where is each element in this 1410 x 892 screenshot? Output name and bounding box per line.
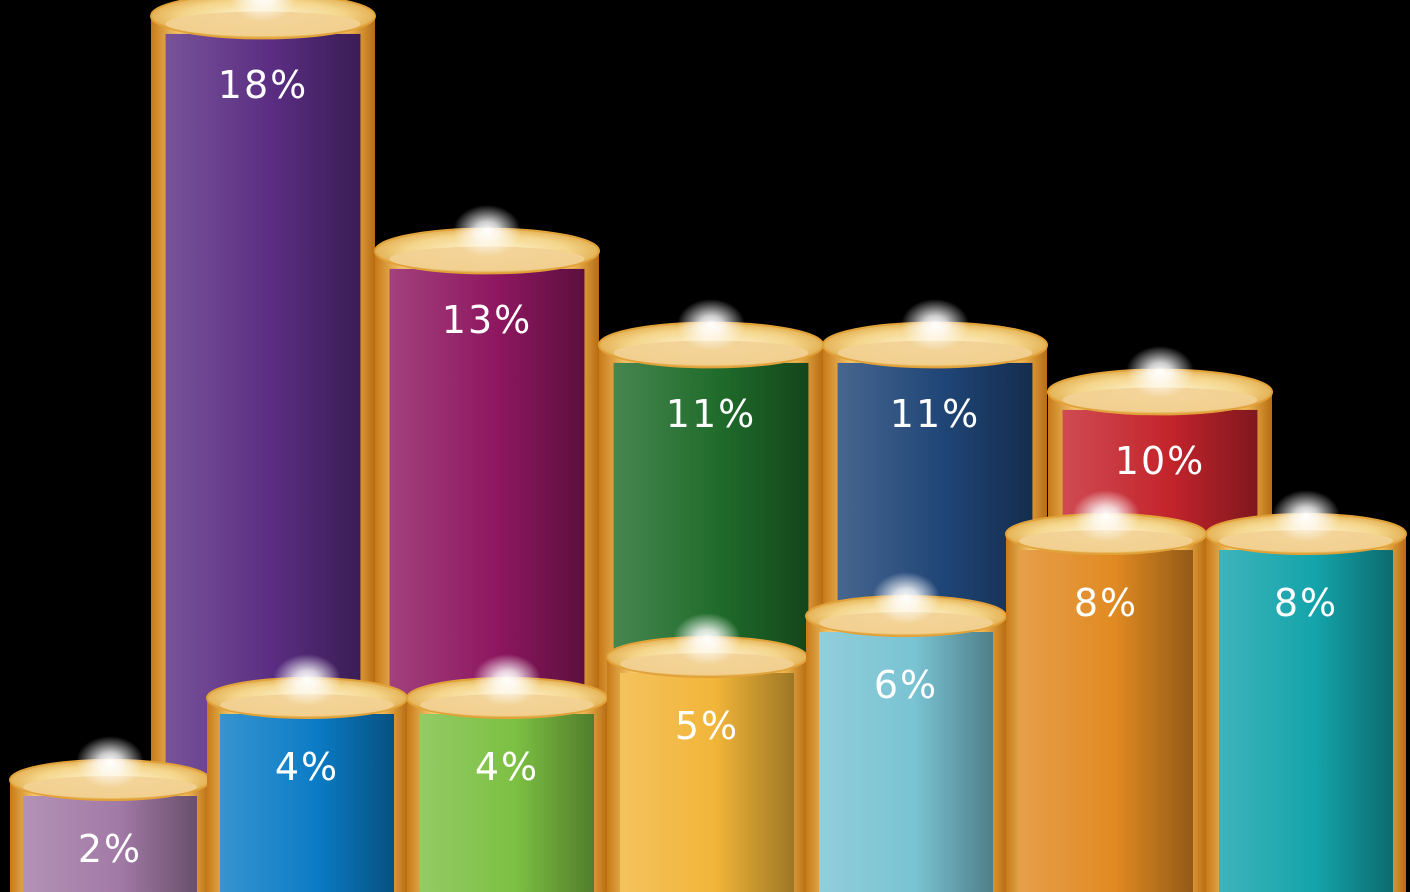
bar-glow xyxy=(677,298,745,351)
front-bar-4: 5% xyxy=(606,613,808,892)
front-bar-label-4: 5% xyxy=(675,704,739,748)
front-bar-1: 2% xyxy=(9,736,211,892)
front-bar-label-2: 4% xyxy=(275,745,339,789)
bar-body xyxy=(220,714,394,892)
front-bar-label-7: 8% xyxy=(1274,581,1338,625)
bar-glow xyxy=(1072,490,1140,542)
bar-glow xyxy=(1126,345,1194,398)
front-bar-7: 8% xyxy=(1205,490,1407,892)
bar-top-inner xyxy=(165,11,361,37)
back-bar-label-3: 11% xyxy=(666,392,756,436)
front-row-bars: 2% 4% 4% 5% 6% 8% 8% xyxy=(9,490,1407,892)
front-bar-2: 4% xyxy=(206,654,408,892)
front-bar-label-3: 4% xyxy=(475,745,539,789)
back-bar-1: 18% xyxy=(150,0,376,892)
bar-glow xyxy=(872,572,940,624)
bar-glow xyxy=(76,736,144,788)
front-bar-label-1: 2% xyxy=(78,827,142,871)
bar-body xyxy=(23,796,197,892)
front-bar-label-5: 6% xyxy=(874,663,938,707)
front-bar-3: 4% xyxy=(406,654,608,892)
bar-glow xyxy=(1272,490,1340,542)
bar-body xyxy=(819,632,993,892)
back-bar-label-5: 10% xyxy=(1115,439,1205,483)
bar-top-inner xyxy=(389,246,585,272)
bar-body xyxy=(1019,550,1193,892)
bar-body xyxy=(1219,550,1393,892)
back-bar-label-4: 11% xyxy=(890,392,980,436)
bar-body xyxy=(420,714,594,892)
back-bar-label-1: 18% xyxy=(218,63,308,107)
front-bar-6: 8% xyxy=(1005,490,1207,892)
bar-top-inner xyxy=(1062,387,1258,413)
front-bar-5: 6% xyxy=(805,572,1007,892)
bar-glow xyxy=(453,204,521,257)
back-bar-label-2: 13% xyxy=(442,298,532,342)
bar-top-inner xyxy=(837,340,1033,366)
back-bar-2: 13% xyxy=(374,204,600,892)
bar-glow xyxy=(273,654,341,706)
bar-glow xyxy=(229,0,297,22)
bar-top-inner xyxy=(613,340,809,366)
bar-body xyxy=(620,673,794,892)
bar-glow xyxy=(473,654,541,706)
bar-glow xyxy=(673,613,741,665)
front-bar-label-6: 8% xyxy=(1074,581,1138,625)
bar-glow xyxy=(901,298,969,351)
